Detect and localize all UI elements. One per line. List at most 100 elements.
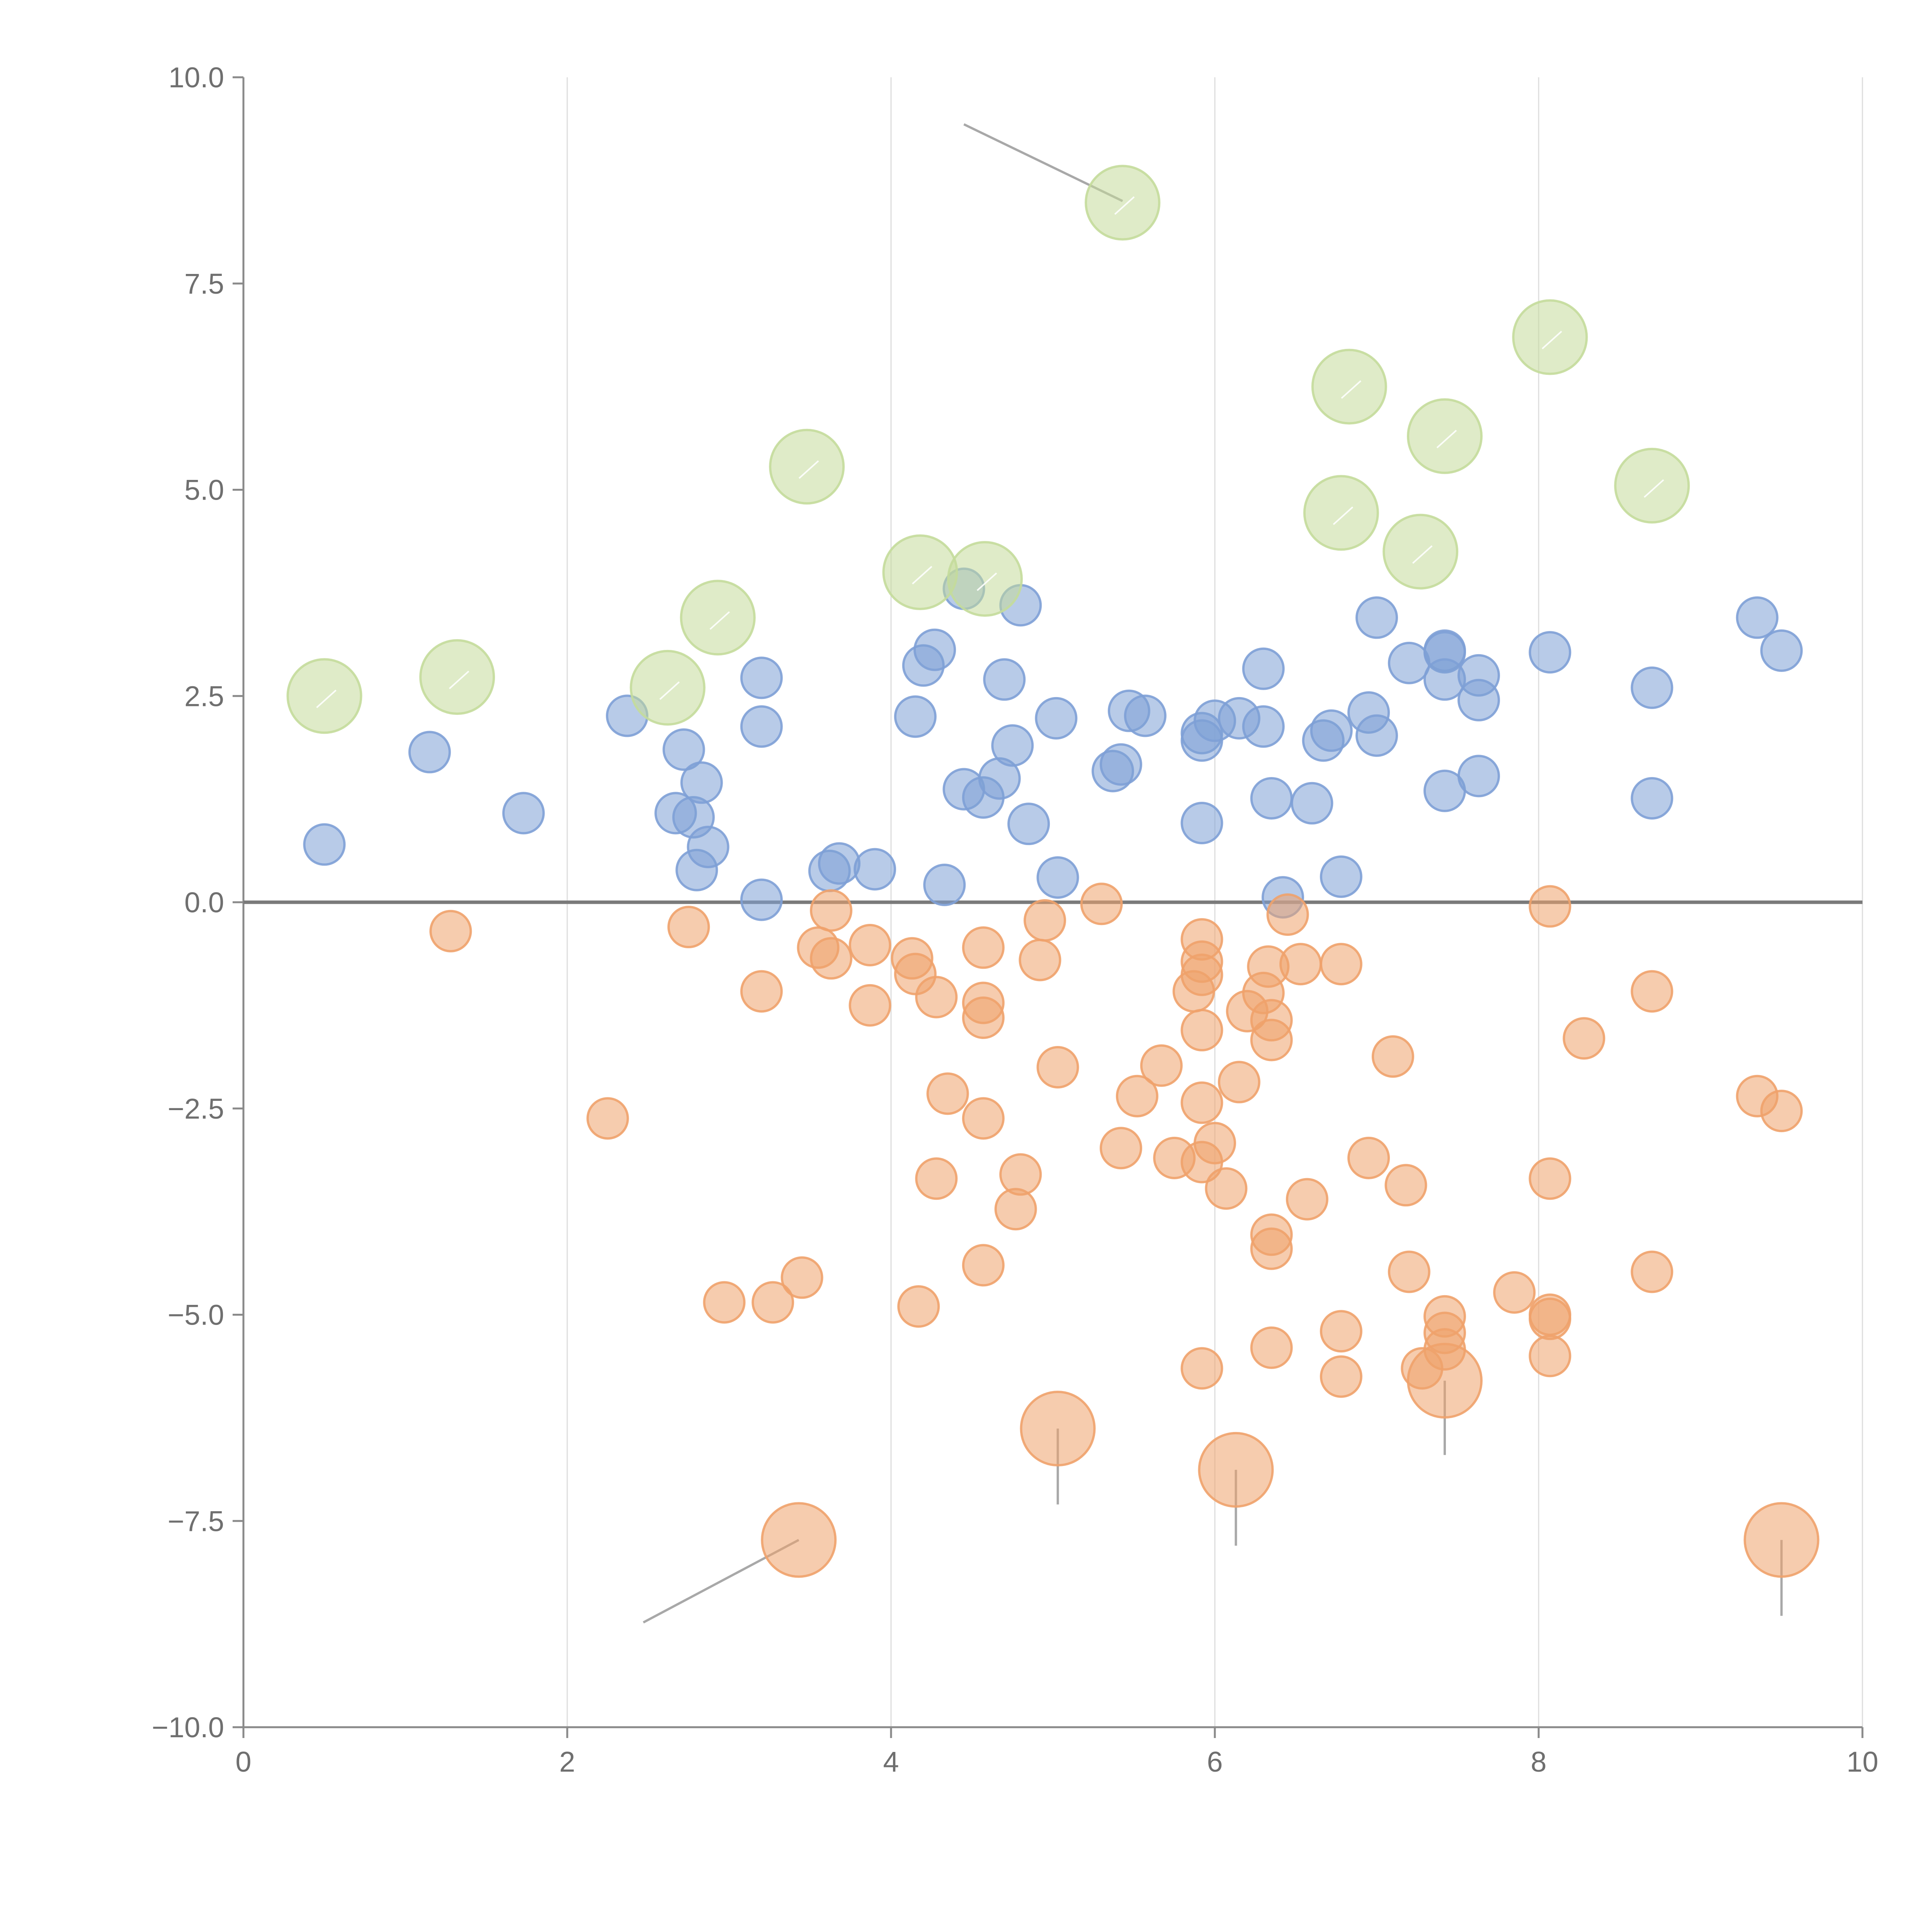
orange-point xyxy=(740,970,783,1013)
orange-point xyxy=(1631,1250,1673,1293)
blue-point xyxy=(1760,629,1803,672)
orange-point xyxy=(915,976,958,1019)
green-point xyxy=(680,580,756,656)
y-tick-label: 7.5 xyxy=(184,268,224,300)
orange-point xyxy=(1140,1044,1183,1087)
bubble-inner-mark xyxy=(912,566,932,585)
orange-large-point xyxy=(1743,1502,1820,1578)
blue-point xyxy=(1631,666,1673,709)
y-tick-label: 10.0 xyxy=(168,61,224,94)
bubble-inner-mark xyxy=(1341,380,1362,399)
blue-point xyxy=(740,705,783,748)
blue-point xyxy=(1036,856,1079,899)
orange-point xyxy=(1320,1355,1362,1398)
orange-point xyxy=(1205,1167,1248,1210)
blue-point xyxy=(408,731,451,774)
orange-point xyxy=(1180,1009,1223,1051)
orange-point xyxy=(962,926,1005,969)
orange-point xyxy=(781,1256,823,1299)
bubble-inner-mark xyxy=(709,611,730,630)
bubble-inner-mark xyxy=(659,681,680,700)
bubble-inner-mark xyxy=(1436,430,1457,449)
blue-point xyxy=(1124,694,1167,737)
blue-point xyxy=(1529,631,1571,674)
orange-point xyxy=(1493,1271,1536,1314)
green-point xyxy=(1085,165,1161,241)
orange-point xyxy=(999,1153,1042,1196)
blue-point xyxy=(1736,596,1779,639)
orange-point xyxy=(1180,1347,1223,1390)
blue-point xyxy=(1457,755,1500,798)
orange-point xyxy=(1180,953,1223,996)
blue-point xyxy=(1250,777,1293,820)
orange-point xyxy=(1529,1335,1571,1378)
orange-point xyxy=(1320,1310,1362,1353)
x-tick-label: 10 xyxy=(1847,1746,1878,1778)
orange-point xyxy=(1371,1035,1414,1078)
bubble-inner-mark xyxy=(798,460,819,479)
blue-point xyxy=(983,658,1026,701)
orange-point xyxy=(1529,885,1571,928)
blue-point xyxy=(303,823,346,866)
blue-point xyxy=(1310,709,1353,752)
orange-point xyxy=(1286,1178,1328,1221)
green-point xyxy=(769,429,845,505)
orange-point xyxy=(1347,1136,1390,1179)
blue-point xyxy=(740,656,783,699)
y-tick-label: −2.5 xyxy=(168,1093,224,1125)
orange-point xyxy=(1180,1081,1223,1124)
orange-point xyxy=(1019,939,1061,981)
orange-point xyxy=(1388,1250,1430,1293)
orange-point xyxy=(1529,1298,1571,1340)
orange-point xyxy=(810,937,852,980)
green-point xyxy=(1614,447,1690,524)
orange-point xyxy=(1250,1326,1293,1369)
orange-point xyxy=(1250,1227,1293,1270)
green-point xyxy=(882,534,958,610)
blue-point xyxy=(680,761,723,804)
green-point xyxy=(1406,398,1483,474)
bubble-inner-mark xyxy=(1643,479,1664,498)
bubble-inner-mark xyxy=(1333,506,1354,525)
point-layer xyxy=(286,165,1820,1578)
blue-point xyxy=(1355,596,1398,639)
blue-point xyxy=(662,728,705,771)
blue-point xyxy=(818,842,861,885)
orange-point xyxy=(1080,883,1123,925)
orange-point xyxy=(915,1157,958,1200)
orange-point xyxy=(1116,1075,1158,1117)
green-point xyxy=(419,639,495,715)
blue-point xyxy=(1631,777,1673,820)
orange-point xyxy=(1529,1157,1571,1200)
blue-point xyxy=(1457,679,1500,721)
y-tick-label: 0.0 xyxy=(184,886,224,918)
y-tick-label: −10.0 xyxy=(152,1711,224,1743)
y-tick-label: −7.5 xyxy=(168,1505,224,1537)
orange-point xyxy=(1250,1019,1293,1061)
orange-point xyxy=(1024,899,1066,942)
x-tick-label: 2 xyxy=(559,1746,575,1778)
orange-point xyxy=(962,996,1005,1039)
y-tick-label: −5.0 xyxy=(168,1299,224,1331)
blue-point xyxy=(1180,802,1223,845)
x-tick-label: 6 xyxy=(1207,1746,1223,1778)
blue-point xyxy=(854,848,896,891)
blue-point xyxy=(991,724,1034,767)
orange-point xyxy=(586,1097,629,1140)
bubble-inner-mark xyxy=(976,572,997,591)
orange-large-point xyxy=(1198,1432,1274,1508)
label-layer: 0 2 4 6 8 10 −10.0 −7.5 −5.0 −2.5 0.0 2.5 5.0 7.5 10.0 xyxy=(152,61,1878,1778)
orange-large-point xyxy=(1406,1343,1483,1419)
orange-point xyxy=(1563,1017,1605,1060)
orange-point xyxy=(1194,1122,1236,1165)
orange-point xyxy=(1320,943,1362,986)
blue-point xyxy=(1242,647,1285,690)
bubble-inner-mark xyxy=(1541,331,1562,350)
blue-point xyxy=(1291,782,1333,825)
inner-mark-layer xyxy=(316,196,1664,708)
x-tick-label: 8 xyxy=(1531,1746,1546,1778)
green-point xyxy=(286,658,362,734)
x-tick-label: 4 xyxy=(883,1746,899,1778)
orange-point xyxy=(752,1281,794,1324)
